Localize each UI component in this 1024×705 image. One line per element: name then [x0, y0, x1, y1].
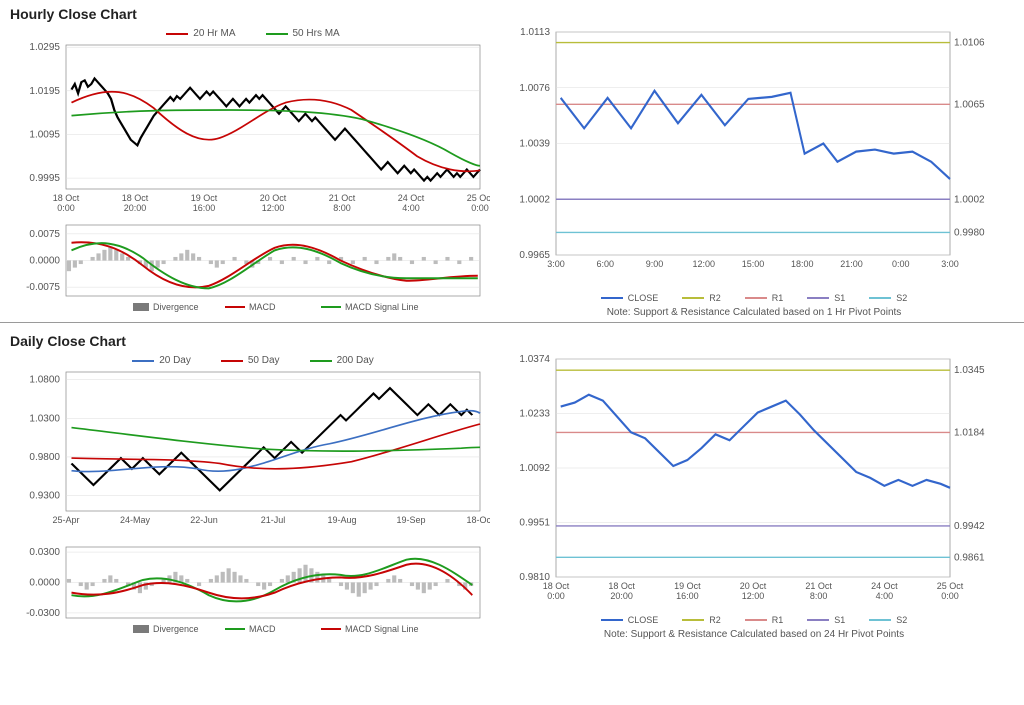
svg-text:20:00: 20:00	[610, 591, 633, 601]
svg-text:19-Aug: 19-Aug	[327, 515, 356, 525]
svg-text:0.0000: 0.0000	[29, 256, 60, 267]
svg-text:-0.0300: -0.0300	[26, 608, 60, 619]
svg-text:18:00: 18:00	[791, 259, 814, 269]
hourly-top-legend: 20 Hr MA50 Hrs MA	[10, 24, 496, 41]
svg-text:24 Oct: 24 Oct	[398, 193, 425, 203]
svg-text:0.9861: 0.9861	[954, 552, 985, 563]
svg-text:25-Apr: 25-Apr	[52, 515, 79, 525]
daily-price-chart: 0.9300 0.9800 1.0300 1.0800 25-Apr 24-May 22-J…	[10, 368, 496, 543]
svg-text:21 Oct: 21 Oct	[329, 193, 356, 203]
svg-text:19 Oct: 19 Oct	[191, 193, 218, 203]
svg-text:16:00: 16:00	[193, 203, 216, 213]
svg-text:22-Jun: 22-Jun	[190, 515, 218, 525]
hourly-title: Hourly Close Chart	[0, 0, 1024, 24]
svg-text:1.0113: 1.0113	[520, 27, 550, 38]
svg-text:1.0095: 1.0095	[29, 129, 60, 140]
svg-text:0.9300: 0.9300	[29, 491, 60, 502]
svg-text:1.0374: 1.0374	[519, 354, 550, 365]
svg-text:6:00: 6:00	[596, 259, 614, 269]
svg-text:1.0233: 1.0233	[519, 409, 550, 420]
svg-text:0:00: 0:00	[892, 259, 910, 269]
svg-text:18 Oct: 18 Oct	[543, 581, 570, 591]
svg-text:0.0300: 0.0300	[29, 547, 60, 558]
svg-text:MACD: MACD	[249, 302, 276, 312]
svg-text:3:00: 3:00	[941, 259, 959, 269]
svg-text:19-Sep: 19-Sep	[396, 515, 425, 525]
daily-sr-note: Note: Support & Resistance Calculated ba…	[504, 627, 1004, 640]
svg-text:0.0000: 0.0000	[29, 578, 60, 589]
svg-text:21-Jul: 21-Jul	[261, 515, 286, 525]
svg-text:20 Oct: 20 Oct	[740, 581, 767, 591]
daily-sr-chart: 0.98100.99511.00921.02331.03741.03451.01…	[504, 351, 1004, 611]
svg-text:MACD Signal Line: MACD Signal Line	[345, 624, 419, 634]
daily-top-legend: 20 Day50 Day200 Day	[10, 351, 496, 368]
svg-text:9:00: 9:00	[646, 259, 664, 269]
svg-text:0:00: 0:00	[471, 203, 489, 213]
svg-text:0:00: 0:00	[941, 591, 959, 601]
svg-text:0.9942: 0.9942	[954, 521, 985, 532]
hourly-section: Hourly Close Chart 20 Hr MA50 Hrs MA 0.9…	[0, 0, 1024, 318]
svg-text:12:00: 12:00	[742, 591, 765, 601]
svg-text:21 Oct: 21 Oct	[805, 581, 832, 591]
svg-text:20 Oct: 20 Oct	[260, 193, 287, 203]
svg-text:0.9965: 0.9965	[519, 250, 550, 261]
svg-text:12:00: 12:00	[692, 259, 715, 269]
svg-text:18 Oct: 18 Oct	[608, 581, 635, 591]
daily-title: Daily Close Chart	[0, 327, 1024, 351]
svg-text:8:00: 8:00	[810, 591, 828, 601]
svg-text:24-May: 24-May	[120, 515, 151, 525]
hourly-sr-chart: 0.9965 1.0002 1.0039 1.0076 1.0113 1.0106 1.00…	[504, 24, 1004, 289]
hourly-macd-chart: -0.0075 0.0000 0.0075 Divergence MACD MACD Si…	[10, 221, 496, 316]
svg-text:1.0345: 1.0345	[954, 365, 985, 376]
svg-text:MACD Signal Line: MACD Signal Line	[345, 302, 419, 312]
svg-text:-0.0075: -0.0075	[26, 282, 60, 293]
hourly-sr-note: Note: Support & Resistance Calculated ba…	[504, 305, 1004, 318]
svg-text:1.0300: 1.0300	[29, 413, 60, 424]
svg-text:25 Oct: 25 Oct	[937, 581, 964, 591]
svg-text:1.0039: 1.0039	[519, 139, 550, 150]
svg-text:1.0195: 1.0195	[29, 86, 60, 97]
svg-text:16:00: 16:00	[676, 591, 699, 601]
svg-text:4:00: 4:00	[402, 203, 420, 213]
svg-text:0.9995: 0.9995	[29, 173, 60, 184]
svg-text:1.0106: 1.0106	[954, 38, 985, 49]
daily-macd-chart: -0.0300 0.0000 0.0300 Divergence MACD MACD Si…	[10, 543, 496, 638]
svg-text:18 Oct: 18 Oct	[122, 193, 149, 203]
svg-text:0:00: 0:00	[547, 591, 565, 601]
svg-text:1.0800: 1.0800	[29, 375, 60, 386]
svg-text:24 Oct: 24 Oct	[871, 581, 898, 591]
svg-text:8:00: 8:00	[333, 203, 351, 213]
svg-text:MACD: MACD	[249, 624, 276, 634]
svg-text:1.0184: 1.0184	[954, 427, 985, 438]
svg-text:20:00: 20:00	[124, 203, 147, 213]
svg-text:4:00: 4:00	[876, 591, 894, 601]
svg-text:Divergence: Divergence	[153, 302, 199, 312]
svg-text:1.0002: 1.0002	[519, 194, 550, 205]
svg-text:19 Oct: 19 Oct	[674, 581, 701, 591]
section-divider	[0, 322, 1024, 323]
svg-text:18 Oct: 18 Oct	[53, 193, 80, 203]
svg-text:1.0065: 1.0065	[954, 99, 985, 110]
daily-section: Daily Close Chart 20 Day50 Day200 Day 0.…	[0, 327, 1024, 640]
daily-sr-legend: CLOSER2R1S1S2	[504, 611, 1004, 627]
svg-text:1.0076: 1.0076	[519, 83, 550, 94]
svg-text:3:00: 3:00	[547, 259, 565, 269]
svg-text:0:00: 0:00	[57, 203, 75, 213]
svg-text:1.0295: 1.0295	[29, 42, 60, 53]
svg-text:0.9980: 0.9980	[954, 227, 985, 238]
svg-text:18-Oct: 18-Oct	[466, 515, 490, 525]
hourly-sr-legend: CLOSER2R1S1S2	[504, 289, 1004, 305]
svg-text:12:00: 12:00	[262, 203, 285, 213]
hourly-price-chart: 0.99951.00951.01951.029518 Oct0:0018 Oct…	[10, 41, 496, 221]
svg-text:25 Oct: 25 Oct	[467, 193, 490, 203]
svg-text:15:00: 15:00	[742, 259, 765, 269]
svg-text:0.9800: 0.9800	[29, 452, 60, 463]
svg-text:0.0075: 0.0075	[29, 229, 60, 240]
svg-text:1.0092: 1.0092	[519, 463, 550, 474]
svg-text:1.0002: 1.0002	[954, 194, 985, 205]
svg-text:0.9951: 0.9951	[519, 518, 550, 529]
svg-text:21:00: 21:00	[840, 259, 863, 269]
svg-text:Divergence: Divergence	[153, 624, 199, 634]
